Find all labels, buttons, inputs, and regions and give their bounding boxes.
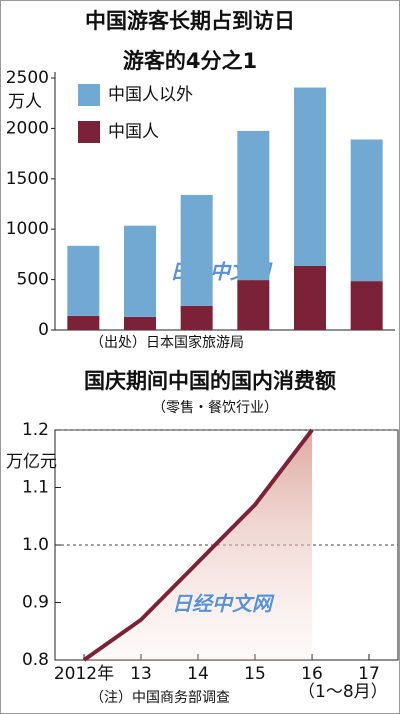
x-tick-label: 17 (358, 664, 380, 684)
line (82, 428, 314, 662)
bar-segment (67, 315, 100, 330)
legend-label: 中国人以外 (108, 85, 193, 105)
y-tick-label: 2000 (6, 118, 49, 138)
x-tick-label: 16 (301, 664, 323, 684)
watermark: 日经中文网 (172, 592, 275, 616)
annotation: （1～8月） (298, 682, 388, 702)
y-tick-label: 500 (17, 270, 49, 290)
bar-segment (350, 281, 383, 330)
y-tick-label: 1.1 (22, 478, 49, 498)
y-tick-label: 1.2 (22, 420, 49, 440)
y-tick-label: 1000 (6, 219, 49, 239)
x-tick-label: 13 (130, 664, 152, 684)
bar-segment (180, 194, 213, 306)
source-note: （注）中国商务部调查 (90, 690, 230, 706)
bar-segment (124, 316, 156, 330)
x-tick-label: 14 (187, 664, 209, 684)
chart-title: 中国游客长期占到访日 (85, 9, 295, 33)
chart-title: 游客的4分之1 (123, 49, 257, 73)
bar-segment (180, 305, 213, 330)
x-tick-label: 2012年 (54, 664, 114, 684)
bar-segment (294, 87, 326, 266)
y-tick-label: 0.8 (22, 650, 49, 670)
y-tick-label: 1.0 (22, 535, 49, 555)
bar-segment (124, 225, 156, 317)
x-tick-label: 15 (244, 664, 266, 684)
chart-subtitle: （零售・餐饮行业） (152, 400, 278, 416)
bar-segment (350, 139, 383, 282)
y-tick-label: 1500 (6, 169, 49, 189)
bar-segment (294, 265, 326, 330)
legend-swatch (78, 84, 100, 106)
y-tick-label: 0 (38, 320, 49, 340)
bar-segment (237, 280, 270, 330)
y-axis-label: 万人 (8, 92, 42, 112)
y-tick-label: 2500 (6, 68, 49, 88)
legend-label: 中国人 (108, 122, 159, 142)
source-note: （出处）日本国家旅游局 (90, 334, 244, 351)
bar-segment (237, 130, 270, 281)
y-axis-label: 万亿元 (6, 452, 57, 472)
chart-title: 国庆期间中国的国内消费额 (84, 369, 336, 393)
area (84, 430, 312, 660)
bar-segment (67, 245, 100, 316)
legend-swatch (78, 121, 100, 143)
y-tick-label: 0.9 (22, 593, 49, 613)
